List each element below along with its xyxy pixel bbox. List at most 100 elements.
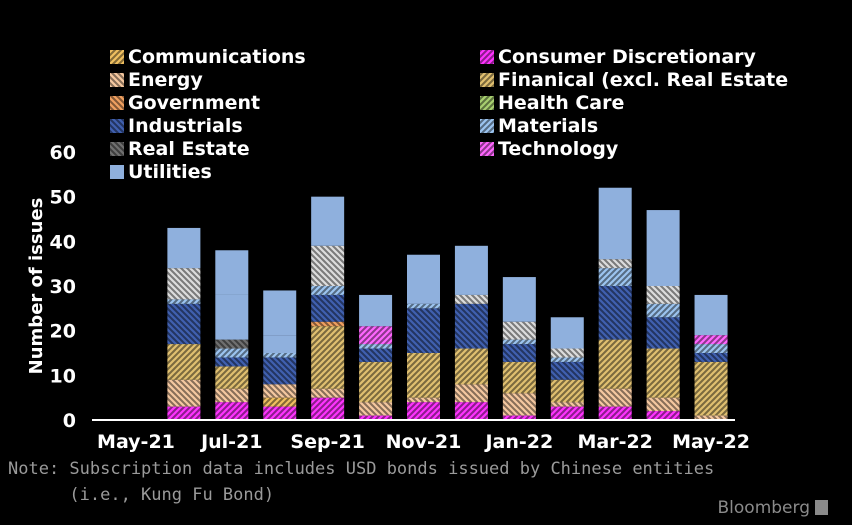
bar-nov-21-energy — [407, 397, 440, 403]
y-tick-label-60: 60 — [50, 142, 76, 164]
bars — [167, 187, 728, 420]
bar-mar-22-industrials — [598, 286, 632, 340]
legend-swatch-real-estate — [110, 142, 124, 156]
bar-jan-22-utilities-white — [502, 321, 536, 340]
legend-swatch-industrials — [110, 119, 124, 133]
bar-jan-22-industrials — [502, 344, 536, 362]
bar-nov-21-consumer-discretionary — [407, 402, 440, 420]
bar-nov-21-materials — [407, 303, 440, 309]
legend-swatch-energy — [110, 73, 124, 87]
bar-jul-21-finanical-excl-real-estate — [215, 366, 249, 389]
bar-may-22-energy — [694, 415, 728, 420]
bar-aug-21-utilities-solid — [263, 290, 297, 336]
legend-item-technology: Technology — [480, 138, 619, 160]
bar-stack-jun-21 — [167, 227, 201, 420]
bar-may-22-materials — [694, 344, 728, 353]
bar-aug-21-industrials — [263, 357, 297, 385]
bar-sep-21-consumer-discretionary — [311, 397, 345, 420]
bar-jun-21-industrials — [167, 303, 201, 345]
bar-feb-22-consumer-discretionary — [550, 406, 584, 420]
bar-sep-21-energy — [311, 388, 345, 398]
bar-jun-21-utilities-solid — [167, 227, 201, 269]
bar-apr-22-industrials — [646, 317, 680, 349]
bar-apr-22-materials — [646, 303, 680, 318]
bar-apr-22-energy — [646, 397, 680, 412]
x-tick-label-jul-21: Jul-21 — [199, 431, 262, 453]
bar-aug-21-communications — [263, 397, 297, 407]
y-tick-label-10: 10 — [50, 365, 76, 387]
legend-label-industrials: Industrials — [128, 115, 243, 137]
x-tick-label-sep-21: Sep-21 — [290, 431, 365, 453]
bar-dec-21-consumer-discretionary — [454, 402, 488, 420]
bar-mar-22-energy — [598, 388, 632, 407]
legend-item-utilities: Utilities — [110, 161, 212, 183]
bar-dec-21-finanical-excl-real-estate — [454, 348, 488, 385]
legend-label-technology: Technology — [498, 138, 619, 160]
bar-jan-22-materials — [502, 339, 536, 345]
bar-apr-22-utilities-solid — [646, 210, 680, 286]
bar-oct-21-materials — [359, 344, 393, 349]
bar-jul-21-energy — [215, 388, 249, 403]
legend-item-health-care: Health Care — [480, 92, 624, 114]
legend-label-finanical-excl-real-estate: Finanical (excl. Real Estate — [498, 69, 788, 91]
bar-dec-21-industrials — [454, 303, 488, 349]
legend-item-communications: Communications — [110, 46, 306, 68]
bloomberg-logo: Bloomberg — [718, 498, 828, 518]
x-tick-label-may-22: May-22 — [672, 431, 750, 453]
x-tick-label-nov-21: Nov-21 — [386, 431, 462, 453]
bar-oct-21-utilities-solid — [359, 294, 393, 327]
bar-sep-21-utilities-white — [311, 245, 345, 286]
bar-sep-21-industrials — [311, 294, 345, 322]
bar-sep-21-government — [311, 321, 345, 327]
bar-jun-21-energy — [167, 379, 201, 407]
legend-item-consumer-discretionary: Consumer Discretionary — [480, 46, 757, 68]
legend-label-government: Government — [128, 92, 260, 114]
bar-mar-22-utilities-solid — [598, 187, 632, 260]
bar-nov-21-utilities-solid — [407, 254, 440, 304]
bar-stack-dec-21 — [454, 245, 488, 420]
bar-mar-22-consumer-discretionary — [598, 406, 632, 420]
bar-stack-nov-21 — [407, 254, 440, 420]
legend-item-materials: Materials — [480, 115, 598, 137]
legend-swatch-communications — [110, 50, 124, 64]
bar-jul-21-materials — [215, 348, 249, 358]
bar-stack-oct-21 — [359, 294, 393, 420]
y-axis: 0 10 20 30 40 50 60 Number of issues — [26, 142, 76, 432]
bar-jun-21-finanical-excl-real-estate — [167, 344, 201, 380]
bar-mar-22-finanical-excl-real-estate — [598, 339, 632, 389]
x-tick-label-may-21: May-21 — [97, 431, 175, 453]
bar-sep-21-finanical-excl-real-estate — [311, 326, 345, 389]
y-tick-label-20: 20 — [50, 321, 76, 343]
bar-jun-21-consumer-discretionary — [167, 406, 201, 420]
bar-mar-22-utilities-white — [598, 259, 632, 269]
bar-jan-22-finanical-excl-real-estate — [502, 361, 536, 394]
bar-jul-21-utilities-solid — [215, 250, 249, 295]
legend-label-materials: Materials — [498, 115, 598, 137]
bar-sep-21-materials — [311, 286, 345, 295]
bar-stack-sep-21 — [311, 196, 345, 420]
bar-feb-22-energy — [550, 402, 584, 407]
bar-stack-jul-21 — [215, 250, 249, 420]
bar-jul-21-industrials — [215, 357, 249, 367]
legend-label-health-care: Health Care — [498, 92, 624, 114]
bloomberg-mark-icon — [815, 500, 828, 515]
bar-jan-22-energy — [502, 393, 536, 416]
brand-name: Bloomberg — [717, 498, 810, 518]
bar-may-22-finanical-excl-real-estate — [694, 361, 728, 416]
bar-nov-21-industrials — [407, 308, 440, 353]
legend-swatch-government — [110, 96, 124, 110]
bar-jul-21-consumer-discretionary — [215, 402, 249, 420]
y-tick-label-40: 40 — [50, 231, 76, 253]
bar-feb-22-finanical-excl-real-estate — [550, 379, 584, 403]
bar-jul-21-utilities — [215, 294, 249, 340]
legend-swatch-utilities — [110, 165, 124, 179]
legend-item-finanical-excl-real-estate: Finanical (excl. Real Estate — [480, 69, 788, 91]
chart-note: Note: Subscription data includes USD bon… — [8, 459, 715, 505]
bar-sep-21-utilities-solid — [311, 196, 345, 246]
legend: CommunicationsEnergyGovernmentIndustrial… — [110, 46, 788, 183]
legend-label-utilities: Utilities — [128, 161, 212, 183]
legend-item-real-estate: Real Estate — [110, 138, 250, 160]
x-tick-label-mar-22: Mar-22 — [577, 431, 652, 453]
